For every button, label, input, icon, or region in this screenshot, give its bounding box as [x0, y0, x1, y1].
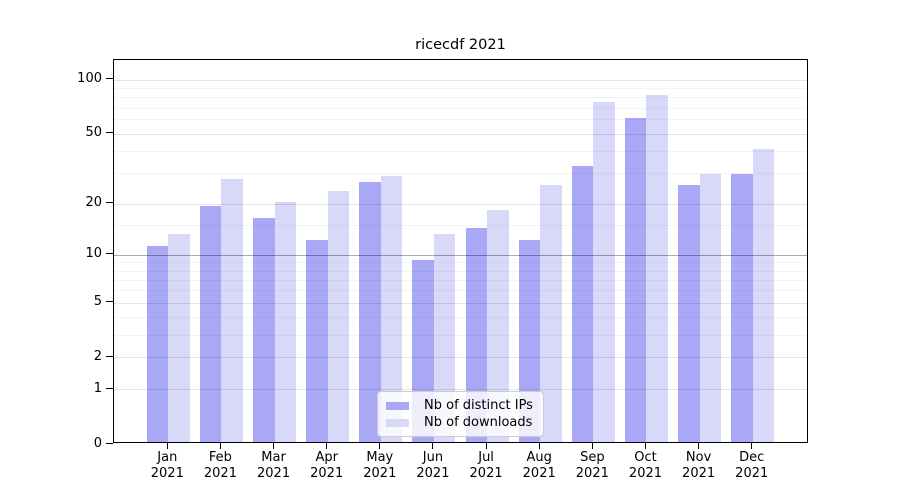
bar-downloads-sep: [593, 102, 615, 442]
bar-distinct-ips-dec: [731, 173, 753, 442]
x-tick-mark: [273, 443, 275, 449]
bar-distinct-ips-feb: [199, 205, 222, 442]
x-tick-label-sep: Sep 2021: [575, 450, 609, 481]
bar-distinct-ips-jul: [465, 228, 488, 442]
x-tick-label-oct: Oct 2021: [628, 450, 663, 481]
gridline-minor: [114, 97, 807, 99]
bars-layer: [114, 60, 807, 442]
y-tick-label: 5: [93, 294, 102, 310]
x-tick-label-apr: Apr 2021: [310, 450, 344, 481]
y-tick-mark: [106, 442, 113, 444]
x-tick-label-feb: Feb 2021: [203, 450, 237, 481]
y-tick-label: 1: [93, 380, 102, 396]
bar-downloads-apr: [327, 191, 350, 442]
y-tick-mark: [106, 78, 113, 80]
gridline-minor: [114, 290, 807, 292]
chart-title: ricecdf 2021: [415, 37, 506, 53]
x-tick-label-jan: Jan 2021: [150, 450, 184, 481]
gridline-minor: [114, 334, 807, 336]
x-tick-label-mar: Mar 2021: [257, 450, 291, 481]
y-tick-mark: [106, 301, 113, 303]
gridline-minor: [114, 279, 807, 281]
legend-swatch-downloads: [386, 418, 409, 427]
bar-downloads-feb: [221, 178, 243, 442]
bar-distinct-ips-mar: [253, 218, 275, 442]
bar-downloads-mar: [274, 201, 297, 442]
gridline-major: [114, 203, 807, 205]
plot-area: [113, 59, 808, 443]
x-tick-mark: [698, 443, 700, 449]
bar-downloads-dec: [752, 148, 775, 442]
gridline-minor: [114, 316, 807, 318]
x-tick-mark: [485, 443, 487, 449]
y-tick-mark: [106, 355, 113, 357]
gridline-emphasized: [114, 254, 807, 256]
legend-item-downloads: Nb of downloads: [386, 414, 537, 431]
gridline-minor: [114, 225, 807, 227]
bar-distinct-ips-jan: [146, 245, 169, 442]
bar-downloads-may: [380, 176, 403, 442]
y-tick-mark: [106, 387, 113, 389]
bar-downloads-jun: [433, 233, 456, 442]
y-tick-label: 50: [85, 125, 102, 141]
y-tick-label: 100: [77, 71, 102, 87]
x-tick-mark: [326, 443, 328, 449]
gridline-major: [114, 302, 807, 304]
gridline-minor: [114, 270, 807, 272]
gridline-minor: [114, 150, 807, 152]
legend: Nb of distinct IPs Nb of downloads: [377, 391, 544, 437]
x-tick-mark: [538, 443, 540, 449]
bar-distinct-ips-nov: [678, 184, 700, 442]
y-tick-mark: [106, 132, 113, 134]
x-tick-mark: [591, 443, 593, 449]
bar-downloads-oct: [646, 95, 668, 442]
bar-downloads-jan: [168, 233, 190, 442]
x-tick-label-dec: Dec 2021: [735, 450, 769, 481]
bar-distinct-ips-apr: [306, 239, 328, 442]
bar-downloads-aug: [540, 184, 562, 442]
legend-swatch-distinct-ips: [386, 401, 409, 410]
gridline-major: [114, 389, 807, 391]
bar-distinct-ips-may: [359, 181, 381, 442]
gridline-minor: [114, 87, 807, 89]
bar-distinct-ips-oct: [624, 117, 647, 442]
x-tick-label-jun: Jun 2021: [416, 450, 450, 481]
legend-item-distinct-ips: Nb of distinct IPs: [386, 397, 537, 414]
x-tick-label-aug: Aug 2021: [522, 450, 556, 481]
y-tick-mark: [106, 253, 113, 255]
x-tick-label-may: May 2021: [363, 450, 397, 481]
gridline-minor: [114, 107, 807, 109]
x-tick-mark: [644, 443, 646, 449]
legend-label-downloads: Nb of downloads: [424, 414, 533, 430]
x-tick-mark: [219, 443, 221, 449]
gridline-major: [114, 133, 807, 135]
x-tick-mark: [379, 443, 381, 449]
x-tick-mark: [432, 443, 434, 449]
legend-label-distinct-ips: Nb of distinct IPs: [424, 397, 533, 413]
x-tick-label-jul: Jul 2021: [469, 450, 503, 481]
gridline-minor: [114, 172, 807, 174]
gridline-major: [114, 79, 807, 81]
y-tick-label: 10: [85, 246, 102, 262]
grid-layer: [114, 60, 807, 442]
x-tick-mark: [751, 443, 753, 449]
y-tick-label: 0: [93, 435, 102, 451]
x-tick-mark: [166, 443, 168, 449]
y-tick-label: 2: [93, 348, 102, 364]
bar-downloads-nov: [699, 173, 722, 442]
bar-downloads-jul: [487, 209, 509, 442]
y-tick-label: 20: [85, 195, 102, 211]
gridline-minor: [114, 119, 807, 121]
gridline-major: [114, 357, 807, 359]
bar-distinct-ips-sep: [571, 166, 594, 442]
x-tick-label-nov: Nov 2021: [682, 450, 716, 481]
y-tick-mark: [106, 202, 113, 204]
gridline-minor: [114, 262, 807, 264]
